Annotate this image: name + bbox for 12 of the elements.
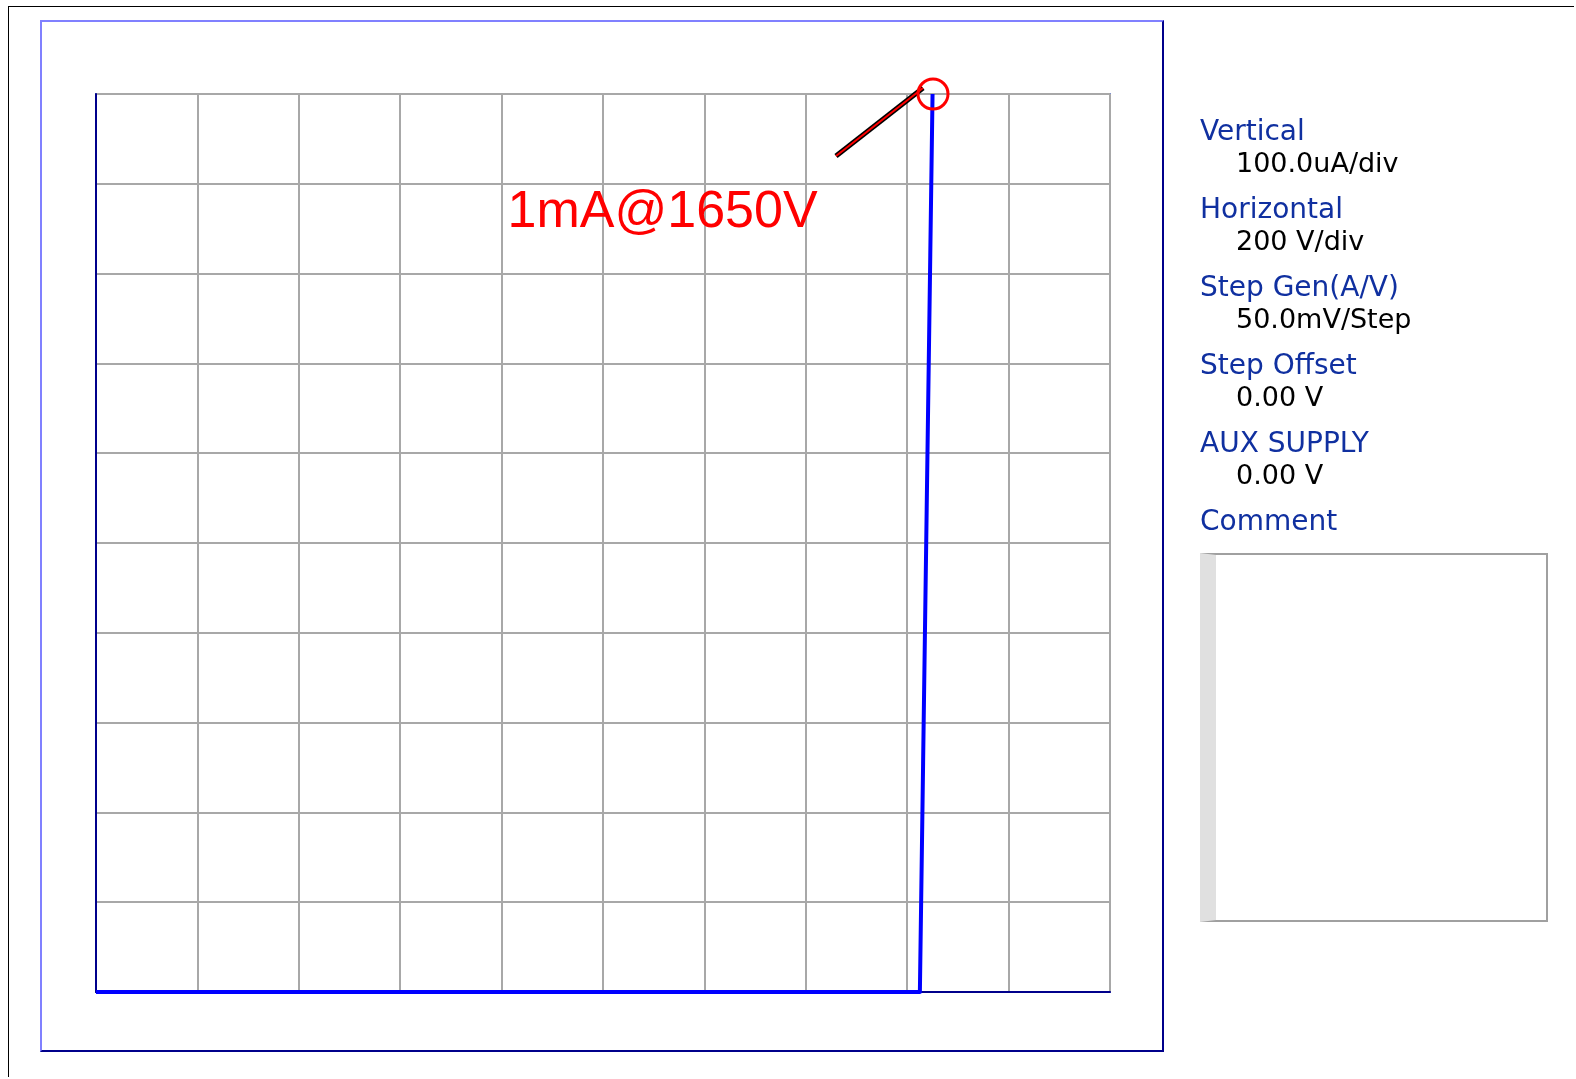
text: 50.0mV/Step	[1236, 303, 1413, 334]
text: Horizontal	[1200, 192, 1344, 225]
text: 100.0uA/div	[1236, 147, 1400, 178]
text: Vertical	[1200, 114, 1306, 147]
annotation: 1mA@1650V	[507, 179, 818, 239]
text: Step Gen(A/V)	[1200, 270, 1400, 303]
text: Comment	[1200, 504, 1339, 537]
text: 200 V/div	[1236, 225, 1366, 256]
text: AUX SUPPLY	[1200, 426, 1370, 459]
text: 0.00 V	[1236, 459, 1325, 490]
text: 0.00 V	[1236, 381, 1325, 412]
text: Step Offset	[1200, 348, 1358, 381]
